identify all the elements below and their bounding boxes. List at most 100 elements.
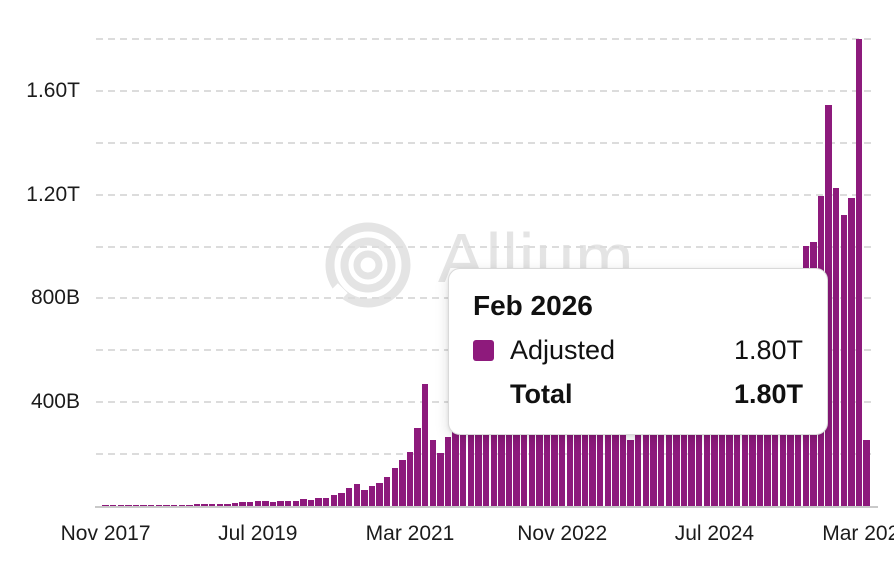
bar[interactable] [513,371,520,506]
tooltip-adjusted-row: Adjusted 1.80T [473,335,803,365]
bar[interactable] [155,505,163,506]
gridline [96,193,876,196]
tooltip-adjusted-label: Adjusted [510,335,616,365]
bar[interactable] [300,499,307,506]
bar[interactable] [307,500,315,506]
bar[interactable] [505,411,513,506]
bar[interactable] [239,502,246,506]
gridline [96,141,876,144]
gridline [96,245,876,248]
x-axis-tick-label: Nov 2017 [60,522,151,545]
bar[interactable] [422,384,429,506]
bar[interactable] [361,489,368,506]
bar[interactable] [163,505,170,506]
bar[interactable] [498,413,505,506]
bar[interactable] [277,501,284,506]
bar[interactable] [323,497,330,506]
bar[interactable] [125,504,132,506]
bar[interactable] [132,504,140,506]
x-axis-tick-label: Jul 2024 [674,522,755,545]
bar[interactable] [520,389,528,506]
bar[interactable] [848,198,855,506]
tooltip-total-row: Total 1.80T [473,379,803,409]
bar[interactable] [285,501,292,506]
bar[interactable] [231,503,239,506]
bar[interactable] [855,39,863,506]
bar[interactable] [665,371,672,506]
bar[interactable] [619,410,627,506]
bar[interactable] [262,501,269,506]
bar[interactable] [376,482,383,506]
bar[interactable] [437,453,444,506]
bar[interactable] [246,501,254,506]
bar[interactable] [292,500,300,506]
bar[interactable] [148,505,155,506]
hover-tooltip: Feb 2026 Adjusted 1.80T Total 1.80T [448,268,828,435]
tooltip-total-value: 1.80T [733,379,803,409]
bar[interactable] [840,215,847,506]
bar[interactable] [589,384,596,506]
bar[interactable] [345,488,353,506]
bar[interactable] [863,439,870,506]
bar[interactable] [330,495,338,506]
bar[interactable] [627,440,634,506]
bar[interactable] [528,406,535,506]
bar[interactable] [566,407,573,506]
bar[interactable] [604,400,612,506]
bar[interactable] [140,504,147,506]
bar[interactable] [597,394,604,506]
bar[interactable] [391,468,398,506]
bar[interactable] [475,419,482,506]
bar[interactable] [178,504,185,506]
bar[interactable] [383,477,391,506]
bar[interactable] [429,439,437,506]
bar[interactable] [452,432,459,506]
swatch-spacer [473,384,494,405]
bar[interactable] [406,452,414,506]
bar[interactable] [642,398,650,506]
bar[interactable] [612,406,619,506]
bar[interactable] [254,501,261,506]
bar[interactable] [543,404,551,506]
bar[interactable] [574,404,581,506]
series-swatch-icon [473,339,494,361]
bar[interactable] [216,503,223,506]
bar[interactable] [102,505,109,506]
bar[interactable] [536,411,543,506]
bar[interactable] [193,504,201,506]
bar[interactable] [635,407,642,506]
bar[interactable] [399,460,406,506]
bar[interactable] [581,402,589,506]
bar[interactable] [444,436,452,506]
x-axis-tick-label: Jul 2019 [218,522,298,545]
bar[interactable] [368,486,376,506]
bar[interactable] [460,428,467,506]
bar[interactable] [551,402,558,506]
tooltip-adjusted-value: 1.80T [733,335,803,365]
bar[interactable] [170,505,178,506]
bar[interactable] [269,501,277,506]
bar[interactable] [186,504,193,506]
bar[interactable] [208,504,216,506]
bar[interactable] [832,188,840,506]
allium-logo-watermark-icon [322,222,411,309]
y-axis-tick-label: 800B [30,286,80,310]
bar[interactable] [559,391,566,506]
bar[interactable] [353,483,360,506]
bar[interactable] [467,422,475,506]
bar[interactable] [490,420,497,506]
bar[interactable] [315,497,322,506]
bar[interactable] [650,387,657,506]
bar[interactable] [338,492,345,506]
y-axis-tick-label: 1.20T [26,182,80,206]
bar[interactable] [482,417,490,506]
gridline [96,38,876,40]
bar[interactable] [825,104,832,506]
bar[interactable] [657,377,665,506]
bar[interactable] [117,504,124,506]
bar[interactable] [414,427,421,506]
bar[interactable] [201,504,208,506]
bar[interactable] [224,503,231,506]
bar[interactable] [110,504,117,506]
